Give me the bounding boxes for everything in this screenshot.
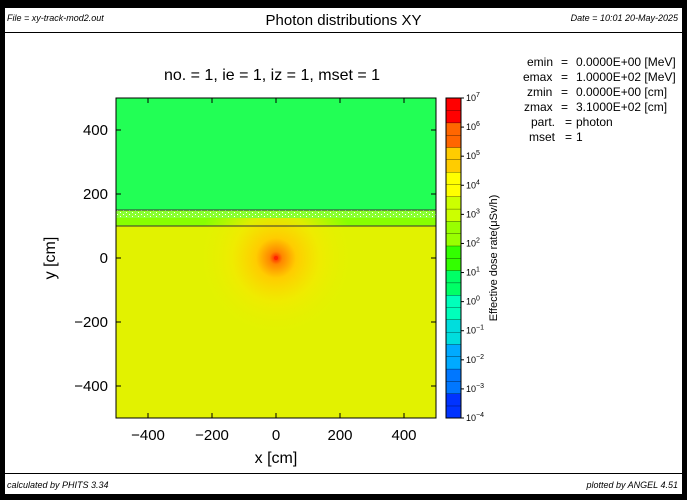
colorbar-segment xyxy=(445,110,462,124)
param-key: mset xyxy=(529,130,556,144)
colorbar-segment xyxy=(445,393,462,407)
colorbar-segment xyxy=(445,368,462,382)
plotted-by-label: plotted by ANGEL 4.51 xyxy=(586,480,678,490)
colorbar-segment xyxy=(445,344,462,357)
colorbar-segment xyxy=(445,282,462,296)
chart-title: no. = 1, ie = 1, iz = 1, mset = 1 xyxy=(164,67,380,84)
colorbar-tick-label: 101 xyxy=(466,267,480,278)
colorbar-tick-label: 10−3 xyxy=(466,383,484,394)
colorbar-tick-label: 100 xyxy=(466,296,480,307)
colorbar-tick-label: 104 xyxy=(466,179,480,190)
colorbar-tick-label: 10−1 xyxy=(466,325,484,336)
colorbar-segment xyxy=(445,270,462,284)
colorbar-segment xyxy=(445,294,462,308)
param-key: emax xyxy=(523,70,553,84)
colorbar-segment xyxy=(445,134,462,148)
colorbar-tick-label: 102 xyxy=(466,237,480,248)
colorbar-segment xyxy=(445,405,462,419)
plot-page: File = xy-track-mod2.out Photon distribu… xyxy=(4,7,683,495)
heatmap-noise-band xyxy=(116,210,436,218)
colorbar-segment xyxy=(445,208,462,222)
colorbar-frame xyxy=(445,97,462,419)
colorbar: 10−4 10−3 10−2 10−1 100 101 102 103 104 105 106 107… xyxy=(445,92,500,423)
colorbar-tick-label: 107 xyxy=(466,92,480,103)
param-value: 0.0000E+00 [MeV] xyxy=(576,55,676,69)
colorbar-segment xyxy=(445,233,462,247)
x-tick-label: −200 xyxy=(195,427,229,444)
colorbar-segment xyxy=(445,196,462,210)
param-value: photon xyxy=(576,115,613,129)
colorbar-segment xyxy=(445,380,462,394)
param-sep: = xyxy=(565,115,573,129)
colorbar-tick-label: 10−4 xyxy=(466,412,484,423)
colorbar-tick-label: 103 xyxy=(466,208,480,219)
param-value: 0.0000E+00 [cm] xyxy=(576,85,668,99)
source-point xyxy=(274,256,278,260)
dose-heatmap-chart: no. = 1, ie = 1, iz = 1, mset = 1 −400 −2… xyxy=(42,67,500,467)
heatmap-region-overlay xyxy=(116,98,436,210)
colorbar-segment xyxy=(445,319,462,333)
x-tick-label: 0 xyxy=(272,427,280,444)
colorbar-segment xyxy=(445,147,462,160)
y-tick-label: −400 xyxy=(74,378,108,395)
param-sep: = xyxy=(561,85,569,99)
date-label: Date = 10:01 20-May-2025 xyxy=(570,13,678,23)
param-key: zmax xyxy=(524,100,553,114)
param-sep: = xyxy=(561,55,569,69)
colorbar-tick-label: 105 xyxy=(466,150,480,161)
colorbar-segment xyxy=(445,171,462,185)
y-axis-label: y [cm] xyxy=(42,237,59,280)
axes: −400 −200 0 200 400 −400 −200 0 200 400 x [cm] y [c… xyxy=(42,97,437,467)
y-tick-label: 200 xyxy=(83,186,108,203)
y-tick-label: 400 xyxy=(83,122,108,139)
x-axis-label: x [cm] xyxy=(255,450,298,467)
colorbar-label: Effective dose rate(μSv/h) xyxy=(488,195,500,322)
param-sep: = xyxy=(561,100,569,114)
y-tick-label: −200 xyxy=(74,314,108,331)
colorbar-segment xyxy=(445,97,462,111)
param-key: emin xyxy=(527,55,554,69)
colorbar-segment xyxy=(445,307,462,320)
page-title: Photon distributions XY xyxy=(265,12,422,29)
x-tick-label: 400 xyxy=(391,427,416,444)
colorbar-segment xyxy=(445,159,462,173)
x-tick-label: −400 xyxy=(131,427,165,444)
file-label: File = xy-track-mod2.out xyxy=(7,13,104,23)
calculated-by-label: calculated by PHITS 3.34 xyxy=(7,480,109,490)
colorbar-tick-label: 106 xyxy=(466,121,480,132)
param-sep: = xyxy=(565,130,573,144)
x-tick-label: 200 xyxy=(327,427,352,444)
colorbar-segment xyxy=(445,122,462,136)
colorbar-segment xyxy=(445,245,462,259)
colorbar-segment xyxy=(445,356,462,370)
colorbar-tick-label: 10−2 xyxy=(466,354,484,365)
footer-divider xyxy=(5,473,682,474)
y-tick-label: 0 xyxy=(100,250,108,267)
param-value: 1.0000E+02 [MeV] xyxy=(576,70,676,84)
param-sep: = xyxy=(561,70,569,84)
header-divider xyxy=(5,32,682,33)
param-value: 3.1000E+02 [cm] xyxy=(576,100,668,114)
param-key: zmin xyxy=(527,85,553,99)
colorbar-segment xyxy=(445,220,462,234)
colorbar-segment xyxy=(445,257,462,271)
param-key: part. xyxy=(531,115,556,129)
colorbar-segment xyxy=(445,184,462,197)
colorbar-segment xyxy=(445,331,462,345)
param-value: 1 xyxy=(576,130,583,144)
plot-area xyxy=(116,98,436,418)
